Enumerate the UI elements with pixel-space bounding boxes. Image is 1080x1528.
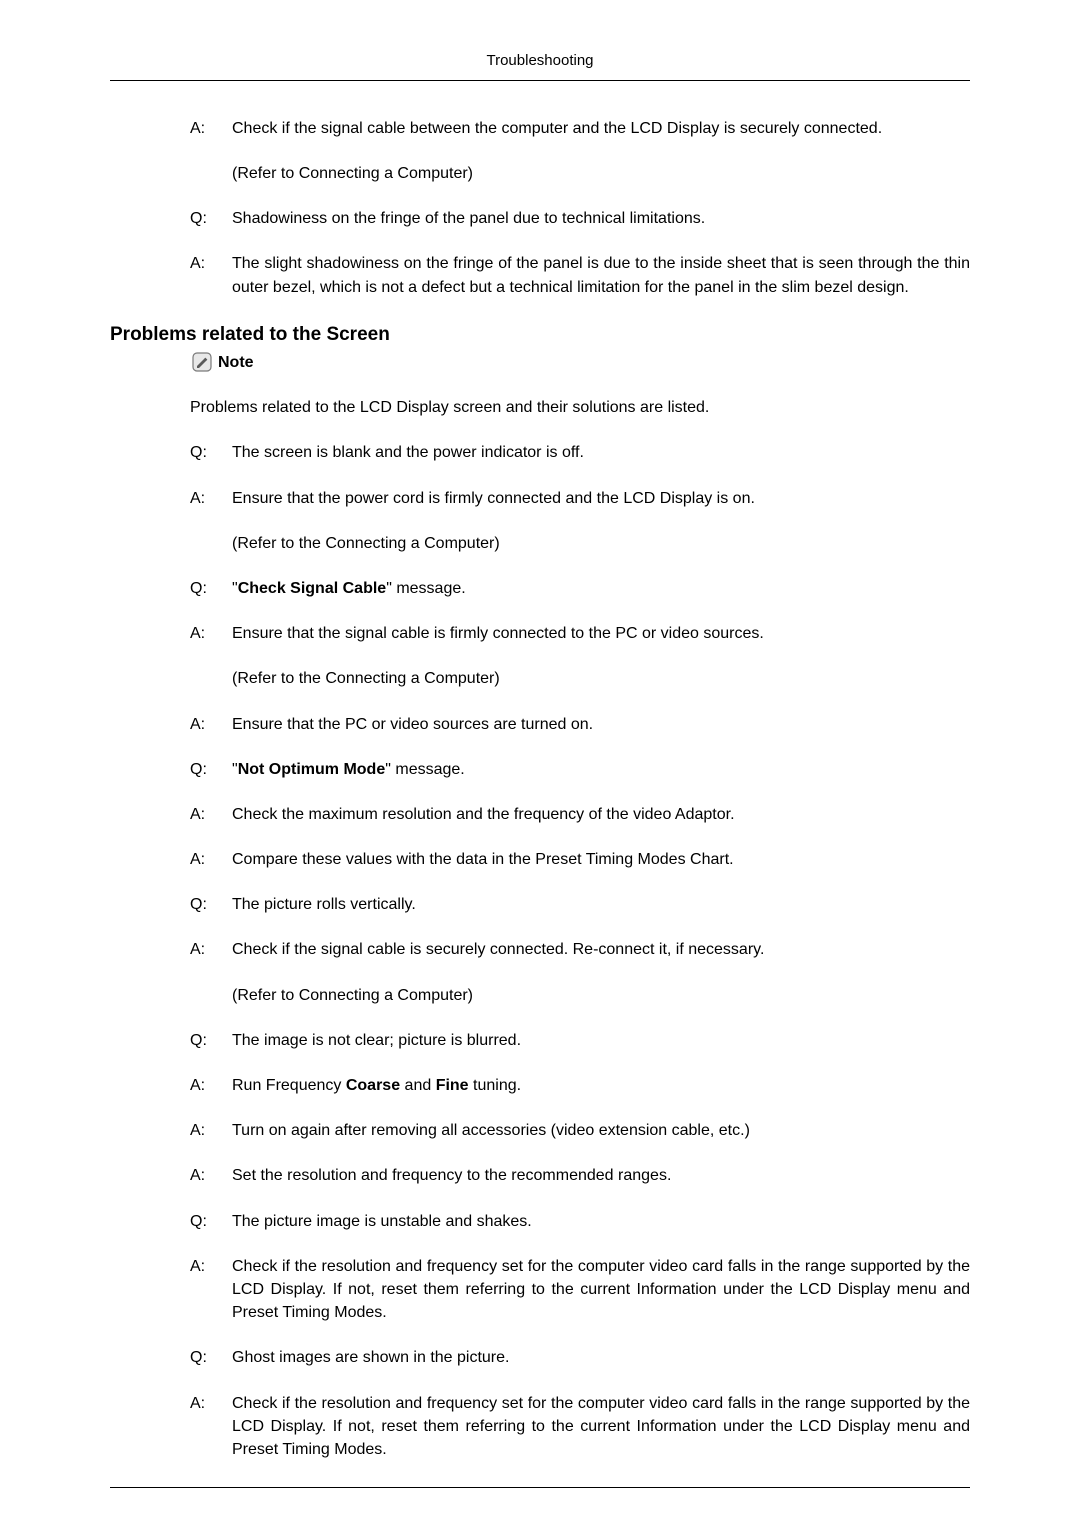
qa-label: A: — [190, 1392, 232, 1462]
qa-item: A:Ensure that the power cord is firmly c… — [190, 487, 970, 555]
qa-text: Check if the signal cable is securely co… — [232, 938, 970, 1006]
qa-text: "Not Optimum Mode" message. — [232, 758, 970, 781]
qa-item: A:Compare these values with the data in … — [190, 848, 970, 871]
note-icon — [190, 350, 214, 374]
qa-text: Ensure that the power cord is firmly con… — [232, 487, 970, 555]
qa-label: A: — [190, 1119, 232, 1142]
qa-text: Check if the signal cable between the co… — [232, 117, 970, 185]
section-qa-list: Q:The screen is blank and the power indi… — [110, 441, 970, 1461]
qa-label: Q: — [190, 207, 232, 230]
qa-item: Q:"Not Optimum Mode" message. — [190, 758, 970, 781]
qa-text: Check if the resolution and frequency se… — [232, 1392, 970, 1462]
note-label: Note — [218, 351, 254, 374]
qa-item: A:The slight shadowiness on the fringe o… — [190, 252, 970, 298]
top-qa-list: A:Check if the signal cable between the … — [110, 117, 970, 299]
section-intro: Problems related to the LCD Display scre… — [110, 396, 970, 419]
qa-item: A:Ensure that the signal cable is firmly… — [190, 622, 970, 690]
qa-text: The slight shadowiness on the fringe of … — [232, 252, 970, 298]
qa-text: The screen is blank and the power indica… — [232, 441, 970, 464]
qa-item: A:Turn on again after removing all acces… — [190, 1119, 970, 1142]
qa-label: A: — [190, 1074, 232, 1097]
qa-label: A: — [190, 1164, 232, 1187]
qa-item: Q:The image is not clear; picture is blu… — [190, 1029, 970, 1052]
qa-text: Ensure that the PC or video sources are … — [232, 713, 970, 736]
section-heading: Problems related to the Screen — [110, 321, 970, 349]
qa-item: Q:The picture image is unstable and shak… — [190, 1210, 970, 1233]
qa-item: A:Set the resolution and frequency to th… — [190, 1164, 970, 1187]
qa-text: The image is not clear; picture is blurr… — [232, 1029, 970, 1052]
qa-label: Q: — [190, 1346, 232, 1369]
qa-label: A: — [190, 848, 232, 871]
qa-label: Q: — [190, 441, 232, 464]
qa-text: Turn on again after removing all accesso… — [232, 1119, 970, 1142]
qa-label: A: — [190, 803, 232, 826]
qa-item: A:Check if the resolution and frequency … — [190, 1392, 970, 1462]
refer-text: (Refer to the Connecting a Computer) — [232, 667, 970, 690]
qa-label: A: — [190, 938, 232, 1006]
qa-label: Q: — [190, 1029, 232, 1052]
qa-label: Q: — [190, 758, 232, 781]
qa-item: A:Check if the signal cable is securely … — [190, 938, 970, 1006]
qa-text: "Check Signal Cable" message. — [232, 577, 970, 600]
refer-text: (Refer to Connecting a Computer) — [232, 984, 970, 1007]
qa-label: A: — [190, 252, 232, 298]
qa-label: A: — [190, 622, 232, 690]
qa-label: Q: — [190, 1210, 232, 1233]
qa-item: A:Ensure that the PC or video sources ar… — [190, 713, 970, 736]
qa-text: Set the resolution and frequency to the … — [232, 1164, 970, 1187]
qa-label: Q: — [190, 893, 232, 916]
qa-item: Q:"Check Signal Cable" message. — [190, 577, 970, 600]
qa-text: The picture rolls vertically. — [232, 893, 970, 916]
qa-item: Q:The screen is blank and the power indi… — [190, 441, 970, 464]
qa-label: A: — [190, 487, 232, 555]
qa-text: Run Frequency Coarse and Fine tuning. — [232, 1074, 970, 1097]
qa-item: A:Run Frequency Coarse and Fine tuning. — [190, 1074, 970, 1097]
qa-label: Q: — [190, 577, 232, 600]
qa-item: Q:Shadowiness on the fringe of the panel… — [190, 207, 970, 230]
refer-text: (Refer to the Connecting a Computer) — [232, 532, 970, 555]
note-row: Note — [110, 350, 970, 374]
qa-label: A: — [190, 117, 232, 185]
qa-label: A: — [190, 713, 232, 736]
qa-text: Compare these values with the data in th… — [232, 848, 970, 871]
page-header: Troubleshooting — [110, 50, 970, 81]
qa-text: The picture image is unstable and shakes… — [232, 1210, 970, 1233]
qa-text: Check the maximum resolution and the fre… — [232, 803, 970, 826]
qa-item: Q:The picture rolls vertically. — [190, 893, 970, 916]
qa-item: A:Check the maximum resolution and the f… — [190, 803, 970, 826]
qa-item: A:Check if the signal cable between the … — [190, 117, 970, 185]
qa-text: Ghost images are shown in the picture. — [232, 1346, 970, 1369]
qa-text: Shadowiness on the fringe of the panel d… — [232, 207, 970, 230]
qa-item: A:Check if the resolution and frequency … — [190, 1255, 970, 1325]
refer-text: (Refer to Connecting a Computer) — [232, 162, 970, 185]
footer-rule — [110, 1487, 970, 1488]
qa-text: Ensure that the signal cable is firmly c… — [232, 622, 970, 690]
qa-label: A: — [190, 1255, 232, 1325]
qa-text: Check if the resolution and frequency se… — [232, 1255, 970, 1325]
qa-item: Q:Ghost images are shown in the picture. — [190, 1346, 970, 1369]
